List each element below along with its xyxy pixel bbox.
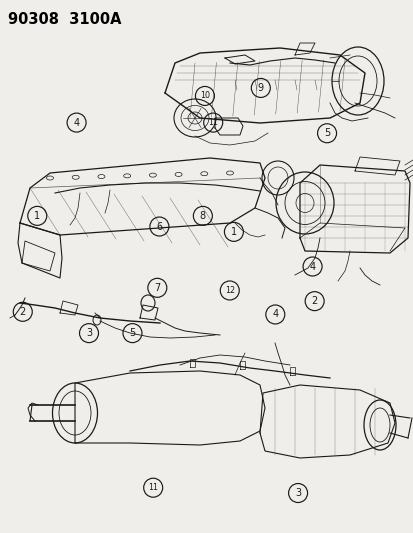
Text: 12: 12 — [224, 286, 234, 295]
Text: 3: 3 — [86, 328, 92, 338]
Text: 8: 8 — [199, 211, 205, 221]
Text: 1: 1 — [34, 211, 40, 221]
Text: 1: 1 — [230, 227, 236, 237]
Text: 4: 4 — [272, 310, 278, 319]
Text: 6: 6 — [156, 222, 162, 231]
Text: 7: 7 — [154, 283, 160, 293]
Text: 2: 2 — [19, 307, 26, 317]
Text: 2: 2 — [311, 296, 317, 306]
Text: 5: 5 — [129, 328, 135, 338]
Text: 90308  3100A: 90308 3100A — [8, 12, 121, 27]
Text: 4: 4 — [309, 262, 315, 271]
Text: 5: 5 — [323, 128, 330, 138]
Text: 9: 9 — [257, 83, 263, 93]
Text: 3: 3 — [294, 488, 300, 498]
Text: 11: 11 — [148, 483, 158, 492]
Text: 4: 4 — [74, 118, 79, 127]
Text: 10: 10 — [199, 92, 209, 100]
Text: 11: 11 — [208, 118, 218, 127]
